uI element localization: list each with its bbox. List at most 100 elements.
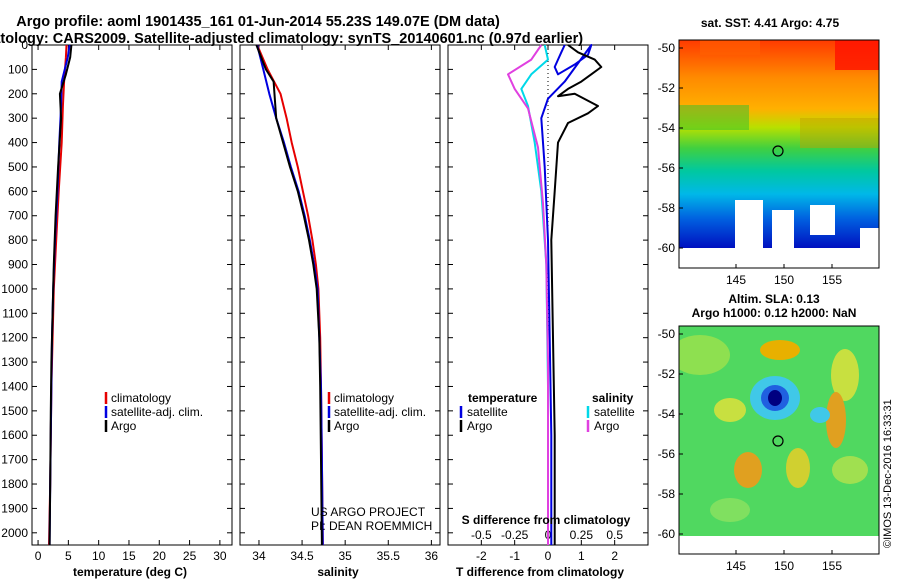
depth-tick-label: 1300 xyxy=(1,355,28,369)
temperature-panel: 0 5 10 15 20 25 30 temperature (deg C) climato… xyxy=(31,44,233,579)
depth-tick-label: 500 xyxy=(8,160,28,174)
difference-x-ticks: -2 -1 0 1 2-0.5 -0.25 0 0.25 0.5 xyxy=(471,45,623,563)
x-tick-label: 2 xyxy=(611,549,618,563)
temperature-series xyxy=(48,44,73,546)
series-line-climatology xyxy=(256,44,324,546)
lat-tick-label: -58 xyxy=(658,201,676,215)
x-tick-label: 36 xyxy=(425,549,439,563)
depth-tick-label: 900 xyxy=(8,258,28,272)
depth-tick-label: 1900 xyxy=(1,501,28,515)
salinity-xlabel: salinity xyxy=(317,565,359,579)
pi-annotation: PI: DEAN ROEMMICH xyxy=(311,519,432,533)
lon-tick-label: 145 xyxy=(726,559,746,573)
lon-tick-label: 155 xyxy=(822,273,842,287)
series-line-salinity-argo xyxy=(507,44,549,545)
difference-series xyxy=(507,44,603,545)
x-tick-label: -1 xyxy=(509,549,520,563)
x-tick-label: 5 xyxy=(65,549,72,563)
legend-satellite-label: satellite-adj. clim. xyxy=(111,405,203,419)
lat-tick-label: -52 xyxy=(658,367,676,381)
lat-tick-label: -60 xyxy=(658,241,676,255)
lat-tick-label: -54 xyxy=(658,121,676,135)
depth-tick-label: 100 xyxy=(8,62,28,76)
sla-map-frame xyxy=(678,325,880,555)
lat-tick-label: -50 xyxy=(658,327,676,341)
salinity-series xyxy=(255,44,324,546)
x-tick-label: 35.5 xyxy=(377,549,401,563)
legend-temp-satellite-label: satellite xyxy=(467,405,508,419)
difference-panel: -2 -1 0 1 2-0.5 -0.25 0 0.25 0.5 T difference fr… xyxy=(447,44,649,579)
depth-tick-label: 1200 xyxy=(1,331,28,345)
sst-lat-ticks: -50 -52 -54 -56 -58 -60 xyxy=(658,41,683,255)
sla-argo-marker xyxy=(772,435,784,447)
x-tick-label: 25 xyxy=(183,549,197,563)
series-line-climatology xyxy=(48,44,68,546)
lat-tick-label: -60 xyxy=(658,527,676,541)
legend-temp-argo-label: Argo xyxy=(467,419,493,433)
depth-tick-label: 600 xyxy=(8,184,28,198)
lat-tick-label: -56 xyxy=(658,161,676,175)
imos-credit: ©IMOS 13-Dec-2016 16:33:31 xyxy=(882,399,894,548)
lat-tick-label: -50 xyxy=(658,41,676,55)
difference-legend: temperature satellite Argo salinity sate… xyxy=(459,391,635,433)
depth-tick-label: 1400 xyxy=(1,379,28,393)
sst-image xyxy=(679,40,879,268)
sla-lat-ticks: -50 -52 -54 -56 -58 -60 xyxy=(658,327,683,541)
sst-lon-ticks: 145 150 155 xyxy=(726,264,842,287)
x-tick-label: 15 xyxy=(122,549,136,563)
figure-title-line2: Climatology: CARS2009. Satellite-adjuste… xyxy=(0,31,583,47)
salinity-legend: climatology satellite-adj. clim. Argo xyxy=(327,391,426,433)
lon-tick-label: 155 xyxy=(822,559,842,573)
sst-map-title: sat. SST: 4.41 Argo: 4.75 xyxy=(701,16,840,30)
x-tick-label: 10 xyxy=(92,549,106,563)
s-difference-xlabel: S difference from climatology xyxy=(462,513,631,527)
depth-tick-label: 1700 xyxy=(1,453,28,467)
temperature-xlabel: temperature (deg C) xyxy=(73,565,187,579)
figure-title-line1: Argo profile: aoml 1901435_161 01-Jun-20… xyxy=(16,14,500,30)
sla-map-title1: Altim. SLA: 0.13 xyxy=(728,292,820,306)
salinity-panel: 34 34.5 35 35.5 36 salinity climatology sate… xyxy=(239,44,441,579)
x-tick-label: 0 xyxy=(545,549,552,563)
sla-image xyxy=(679,326,879,554)
depth-tick-label: 1500 xyxy=(1,404,28,418)
series-line-temperature-satellite xyxy=(540,44,593,545)
depth-tick-label: 1600 xyxy=(1,428,28,442)
x-tick-label: 34 xyxy=(252,549,266,563)
x-tick-label: 34.5 xyxy=(290,549,314,563)
lon-tick-label: 145 xyxy=(726,273,746,287)
depth-tick-label: 0 xyxy=(21,38,28,52)
legend-salinity-title: salinity xyxy=(592,391,634,405)
series-line-satellite-adj-clim- xyxy=(256,44,324,546)
depth-axis: 0 100 200 300 400 500 600 700 800 900 1000 1100 1200… xyxy=(1,38,648,540)
series-line-temperature-argo xyxy=(550,44,603,545)
depth-tick-label: 800 xyxy=(8,233,28,247)
lon-tick-label: 150 xyxy=(774,273,794,287)
sla-lon-ticks: 145 150 155 xyxy=(726,550,842,573)
legend-sal-satellite-label: satellite xyxy=(594,405,635,419)
x-tick-label: 1 xyxy=(578,549,585,563)
t-difference-xlabel: T difference from climatology xyxy=(456,565,624,579)
legend-argo-label: Argo xyxy=(111,419,137,433)
legend-argo-label: Argo xyxy=(334,419,360,433)
depth-tick-label: 300 xyxy=(8,111,28,125)
x-tick-label: 30 xyxy=(213,549,227,563)
sst-argo-marker xyxy=(772,145,784,157)
temperature-plot-frame xyxy=(31,44,233,546)
depth-tick-label: 2000 xyxy=(1,526,28,540)
temperature-x-ticks: 0 5 10 15 20 25 30 xyxy=(35,45,227,563)
salinity-x-ticks: 34 34.5 35 35.5 36 xyxy=(252,45,438,563)
depth-tick-label: 1000 xyxy=(1,282,28,296)
depth-tick-label: 200 xyxy=(8,87,28,101)
legend-climatology-label: climatology xyxy=(334,391,394,405)
lon-tick-label: 150 xyxy=(774,559,794,573)
legend-sal-argo-label: Argo xyxy=(594,419,620,433)
depth-tick-label: 700 xyxy=(8,209,28,223)
temperature-legend: climatology satellite-adj. clim. Argo xyxy=(104,391,203,433)
depth-tick-label: 1800 xyxy=(1,477,28,491)
lat-tick-label: -58 xyxy=(658,487,676,501)
legend-climatology-label: climatology xyxy=(111,391,171,405)
lat-tick-label: -56 xyxy=(658,447,676,461)
x-tick-label: 0 xyxy=(35,549,42,563)
x-tick-label: 35 xyxy=(338,549,352,563)
sst-map-panel: sat. SST: 4.41 Argo: 4.75 xyxy=(658,16,880,287)
